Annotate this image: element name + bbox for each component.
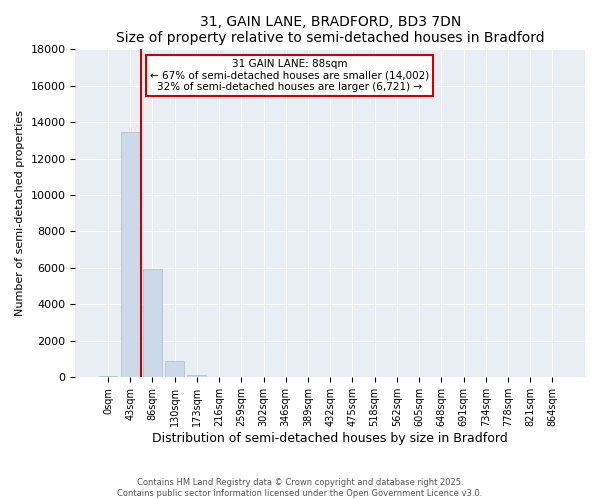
Text: 31 GAIN LANE: 88sqm
← 67% of semi-detached houses are smaller (14,002)
32% of se: 31 GAIN LANE: 88sqm ← 67% of semi-detach… — [150, 59, 429, 92]
Bar — [209, 377, 229, 378]
Text: Contains HM Land Registry data © Crown copyright and database right 2025.
Contai: Contains HM Land Registry data © Crown c… — [118, 478, 482, 498]
Y-axis label: Number of semi-detached properties: Number of semi-detached properties — [15, 110, 25, 316]
Bar — [143, 269, 162, 378]
Bar — [121, 132, 140, 378]
Bar — [98, 376, 118, 378]
Bar — [165, 361, 184, 378]
Title: 31, GAIN LANE, BRADFORD, BD3 7DN
Size of property relative to semi-detached hous: 31, GAIN LANE, BRADFORD, BD3 7DN Size of… — [116, 15, 545, 45]
X-axis label: Distribution of semi-detached houses by size in Bradford: Distribution of semi-detached houses by … — [152, 432, 508, 445]
Bar — [187, 375, 206, 378]
